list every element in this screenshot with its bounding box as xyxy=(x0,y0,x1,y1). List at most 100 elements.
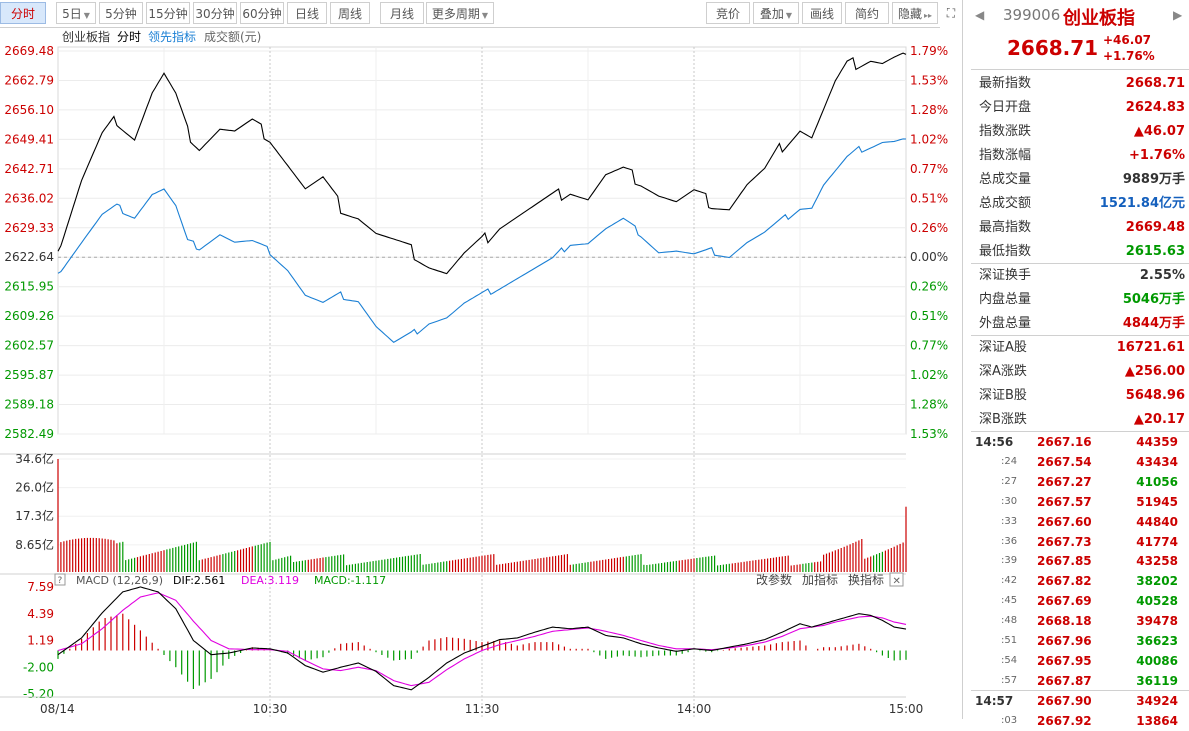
period-button-9[interactable]: 更多周期 ▼ xyxy=(426,2,494,24)
stat-value: 1521.84亿元 xyxy=(1099,196,1185,211)
stat-value: 2.55% xyxy=(1139,268,1185,283)
pct-tick-label: 0.51% xyxy=(910,309,948,323)
tick-row: :30 2667.57 51945 xyxy=(971,492,1189,512)
stat-label: 深B涨跌 xyxy=(979,412,1027,427)
volume-tick-label: 17.3亿 xyxy=(15,508,54,523)
tick-volume: 39478 xyxy=(1136,614,1178,629)
divider xyxy=(971,690,1189,691)
volume-tick-label: 8.65亿 xyxy=(15,537,54,552)
tool-button-label: 隐藏 xyxy=(897,7,922,21)
stat-row: 最高指数 2669.48 xyxy=(979,216,1185,240)
stat-row: 深证A股 16721.61 xyxy=(979,336,1185,360)
price-tick-label: 2649.41 xyxy=(4,132,54,146)
tick-volume: 40528 xyxy=(1136,594,1178,609)
volume-tick-label: 34.6亿 xyxy=(15,451,54,466)
macd-tick-label: -5.20 xyxy=(23,687,54,701)
period-button-0[interactable]: 分时 xyxy=(0,2,46,24)
period-button-4[interactable]: 30分钟 xyxy=(193,2,237,24)
pct-tick-label: 0.51% xyxy=(910,191,948,205)
chart-name: 创业板指 xyxy=(62,29,110,44)
quote-change: +46.07 xyxy=(1103,33,1152,47)
stat-value: 2668.71 xyxy=(1125,76,1185,91)
tick-price: 2667.69 xyxy=(1037,594,1092,609)
stat-row: 内盘总量 5046万手 xyxy=(979,288,1185,312)
tool-button-2[interactable]: 画线 xyxy=(802,2,842,24)
tick-time: :48 xyxy=(1001,615,1018,627)
tick-row: :03 2667.92 13864 xyxy=(971,711,1189,731)
tool-button-label: 简约 xyxy=(854,7,879,21)
period-button-label: 周线 xyxy=(337,7,362,21)
period-toolbar: 分时 5日 ▼ 5分钟 15分钟 30分钟 60分钟 日线 周线 月线 更多周期 ▼ 竞价 叠加 ▼ 画线 简约… xyxy=(0,0,960,28)
tick-time: :27 xyxy=(1001,475,1018,487)
pct-tick-label: 0.26% xyxy=(910,221,948,235)
stat-row: 今日开盘 2624.83 xyxy=(979,96,1185,120)
stat-row: 总成交额 1521.84亿元 xyxy=(979,192,1185,216)
stat-value: 5648.96 xyxy=(1125,388,1185,403)
period-button-7[interactable]: 周线 xyxy=(330,2,370,24)
volume-tick-label: 26.0亿 xyxy=(15,480,54,495)
price-tick-label: 2595.87 xyxy=(4,368,54,382)
tick-row: 14:57 2667.90 34924 xyxy=(971,691,1189,711)
quote-change-pct: +1.76% xyxy=(1103,49,1155,63)
tick-volume: 41056 xyxy=(1136,474,1178,489)
tool-button-3[interactable]: 简约 xyxy=(845,2,889,24)
tick-price: 2667.60 xyxy=(1037,514,1092,529)
tick-price: 2667.16 xyxy=(1037,435,1092,449)
divider xyxy=(971,335,1189,336)
tick-row: :33 2667.60 44840 xyxy=(971,512,1189,532)
tick-time: :30 xyxy=(1001,495,1018,507)
stat-row: 指数涨幅 +1.76% xyxy=(979,144,1185,168)
period-button-label: 5分钟 xyxy=(105,7,137,21)
pct-tick-label: 1.28% xyxy=(910,103,948,117)
price-tick-label: 2629.33 xyxy=(4,221,54,235)
pct-tick-label: 1.53% xyxy=(910,427,948,441)
fullscreen-icon[interactable]: ⛶ xyxy=(942,2,960,24)
tick-time: :54 xyxy=(1001,654,1018,666)
price-tick-label: 2582.49 xyxy=(4,427,54,441)
macd-tick-label: -2.00 xyxy=(23,660,54,674)
pct-tick-label: 0.77% xyxy=(910,339,948,353)
price-tick-label: 2622.64 xyxy=(4,250,54,264)
tick-row: :24 2667.54 43434 xyxy=(971,452,1189,472)
stat-value: 2669.48 xyxy=(1125,220,1185,235)
quote-price: 2668.71 xyxy=(1007,36,1099,60)
stat-row: 最低指数 2615.63 xyxy=(979,240,1185,264)
tick-price: 2667.57 xyxy=(1037,494,1092,509)
pct-tick-label: 0.77% xyxy=(910,162,948,176)
tick-row: :45 2667.69 40528 xyxy=(971,591,1189,611)
amount-label: 成交额(元) xyxy=(204,29,261,44)
stat-label: 总成交量 xyxy=(979,172,1032,187)
period-button-8[interactable]: 月线 xyxy=(380,2,424,24)
tick-price: 2667.85 xyxy=(1037,554,1092,569)
next-arrow-icon[interactable]: ▶ xyxy=(1173,8,1183,22)
period-button-label: 更多周期 xyxy=(431,7,480,21)
tool-button-1[interactable]: 叠加 ▼ xyxy=(753,2,799,24)
x-tick-label: 10:30 xyxy=(253,702,288,716)
stat-value: 16721.61 xyxy=(1116,340,1185,355)
period-button-label: 5日 xyxy=(62,7,82,21)
stat-label: 最低指数 xyxy=(979,244,1032,259)
period-button-2[interactable]: 5分钟 xyxy=(99,2,143,24)
tool-button-4[interactable]: 隐藏 ▸▸ xyxy=(892,2,938,24)
period-button-1[interactable]: 5日 ▼ xyxy=(56,2,96,24)
prev-arrow-icon[interactable]: ◀ xyxy=(975,8,985,22)
tick-row: :42 2667.82 38202 xyxy=(971,571,1189,591)
stat-label: 深证A股 xyxy=(979,340,1027,355)
stat-label: 总成交额 xyxy=(979,196,1032,211)
tick-price: 2667.27 xyxy=(1037,474,1092,489)
question-icon xyxy=(54,573,66,586)
macd-action-0: 改参数 xyxy=(756,572,792,587)
macd-dif: DIF:2.561 xyxy=(173,574,225,587)
stat-value: 9889万手 xyxy=(1122,172,1185,187)
period-button-5[interactable]: 60分钟 xyxy=(240,2,284,24)
pct-tick-label: 1.53% xyxy=(910,73,948,87)
period-button-3[interactable]: 15分钟 xyxy=(146,2,190,24)
tool-button-0[interactable]: 竞价 xyxy=(706,2,750,24)
intraday-chart: 2669.48 2662.79 2656.10 2649.41 2642.71 2636.… xyxy=(0,29,948,719)
tick-price: 2667.90 xyxy=(1037,693,1092,708)
tick-volume: 13864 xyxy=(1136,713,1178,728)
macd-label: MACD (12,26,9) xyxy=(76,574,163,587)
period-button-6[interactable]: 日线 xyxy=(287,2,327,24)
tick-time: 14:57 xyxy=(975,693,1014,708)
price-line xyxy=(57,52,907,275)
